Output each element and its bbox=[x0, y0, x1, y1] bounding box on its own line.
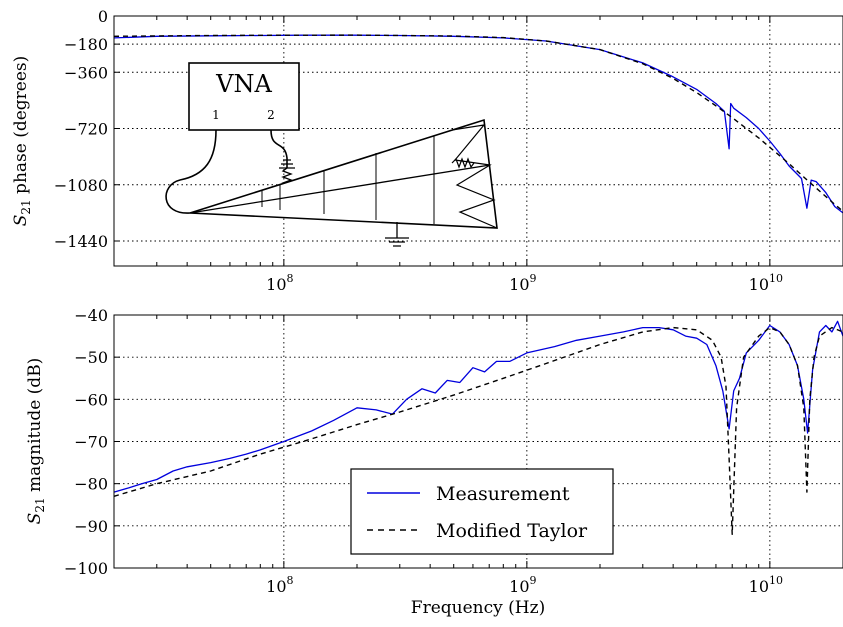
magnitude-ytick-label: −80 bbox=[74, 475, 108, 494]
phase-xtick-label: 1010 bbox=[749, 272, 783, 294]
vna-box bbox=[188, 62, 300, 131]
legend-label-modified-taylor: Modified Taylor bbox=[436, 520, 588, 542]
phase-ytick-label: −360 bbox=[64, 63, 108, 82]
phase-panel: 0 −180 −360 −720 −1080 −1440 108 109 1010 S21 ph… bbox=[11, 7, 843, 294]
vna-port-1-label: 1 bbox=[212, 108, 220, 122]
phase-ytick-label: 0 bbox=[98, 7, 108, 26]
phase-ytick-label: −1440 bbox=[54, 232, 108, 251]
magnitude-ytick-label: −90 bbox=[74, 517, 108, 536]
phase-ytick-label: −180 bbox=[64, 35, 108, 54]
magnitude-series-measurement bbox=[113, 320, 843, 493]
magnitude-ytick-label: −60 bbox=[74, 390, 108, 409]
magnitude-xtick-label: 109 bbox=[509, 574, 536, 596]
phase-xtick-label: 109 bbox=[509, 272, 536, 294]
ground-symbol bbox=[385, 237, 409, 247]
legend: Measurement Modified Taylor bbox=[350, 468, 614, 555]
wedge-centerline bbox=[189, 164, 491, 214]
magnitude-series-group bbox=[113, 320, 843, 535]
magnitude-panel: −40 −50 −60 −70 −80 −90 −100 108 109 1010 S21 mag… bbox=[25, 306, 843, 618]
phase-series-group bbox=[113, 34, 843, 214]
phase-tick-group: 0 −180 −360 −720 −1080 −1440 108 109 1010 bbox=[54, 7, 843, 294]
magnitude-ytick-label: −40 bbox=[74, 306, 108, 325]
x-axis-label: Frequency (Hz) bbox=[411, 598, 545, 618]
vna-port-2-label: 2 bbox=[267, 108, 275, 122]
port-2-cable bbox=[270, 129, 288, 168]
vna-schematic-inset: VNA 1 2 bbox=[165, 62, 498, 247]
phase-xtick-label: 108 bbox=[266, 272, 293, 294]
magnitude-tick-group: −40 −50 −60 −70 −80 −90 −100 108 109 1010 bbox=[64, 306, 843, 596]
phase-plot-frame bbox=[113, 15, 843, 267]
wedge-termination-resistor bbox=[451, 157, 475, 169]
wedge-outline bbox=[189, 118, 498, 229]
legend-label-measurement: Measurement bbox=[436, 483, 570, 505]
legend-box bbox=[350, 468, 614, 555]
magnitude-xtick-label: 1010 bbox=[749, 574, 783, 596]
phase-y-axis-label: S21 phase (degrees) bbox=[11, 56, 33, 227]
port-1-cable bbox=[165, 129, 217, 214]
phase-ytick-label: −720 bbox=[64, 120, 108, 139]
wedge-sawtooth bbox=[451, 124, 498, 229]
wedge-field-lines bbox=[261, 136, 435, 224]
port-2-ground bbox=[279, 159, 295, 169]
magnitude-ytick-label: −100 bbox=[64, 559, 108, 578]
magnitude-y-axis-label: S21 magnitude (dB) bbox=[25, 358, 47, 525]
vna-label: VNA bbox=[215, 70, 272, 98]
magnitude-ytick-label: −50 bbox=[74, 348, 108, 367]
phase-series-modified-taylor bbox=[113, 34, 843, 212]
magnitude-ytick-label: −70 bbox=[74, 433, 108, 452]
magnitude-series-modified-taylor bbox=[113, 326, 843, 535]
phase-ytick-label: −1080 bbox=[54, 176, 108, 195]
magnitude-xtick-label: 108 bbox=[266, 574, 293, 596]
